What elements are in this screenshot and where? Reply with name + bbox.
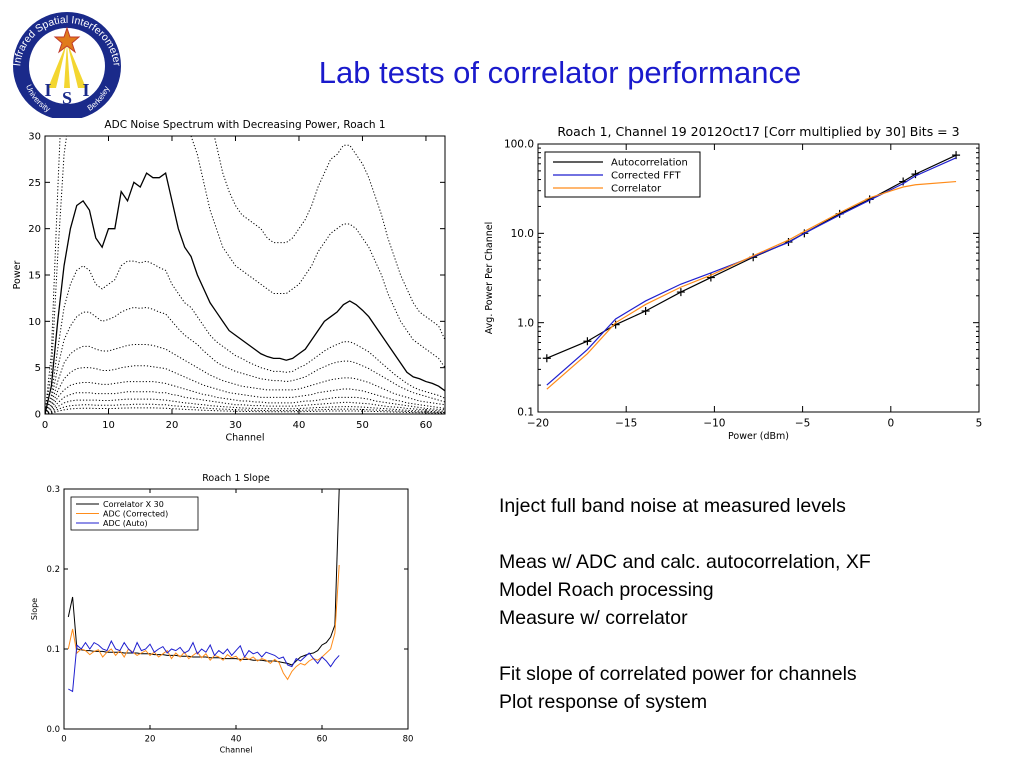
y-tick-label: 0.2 bbox=[46, 565, 60, 575]
y-tick-label: 30 bbox=[28, 132, 41, 143]
legend-label: Correlator bbox=[611, 184, 662, 195]
x-axis-label: Power (dBm) bbox=[728, 431, 789, 442]
x-tick-label: 60 bbox=[420, 420, 433, 431]
legend-box bbox=[70, 496, 199, 531]
y-tick-label: 10.0 bbox=[511, 228, 534, 240]
y-tick-label: 25 bbox=[28, 178, 41, 189]
x-tick-label: 5 bbox=[976, 418, 983, 430]
y-tick-label: 5 bbox=[35, 363, 41, 374]
y-axis-label: Slope bbox=[30, 598, 39, 620]
y-tick-label: 0.1 bbox=[517, 407, 534, 419]
chart-title: Roach 1, Channel 19 2012Oct17 [Corr mult… bbox=[557, 124, 959, 139]
chart-title: ADC Noise Spectrum with Decreasing Power… bbox=[104, 119, 385, 131]
series-line-corrected-fft bbox=[546, 157, 957, 386]
y-axis-label: Power bbox=[12, 261, 23, 290]
x-tick-label: 40 bbox=[231, 735, 242, 745]
x-tick-label: −10 bbox=[703, 418, 725, 430]
note-line: Fit slope of correlated power for channe… bbox=[499, 663, 857, 685]
spectrum-line-dotted bbox=[45, 403, 445, 414]
x-tick-label: 0 bbox=[42, 420, 48, 431]
x-tick-label: 20 bbox=[166, 420, 179, 431]
note-line: Meas w/ ADC and calc. autocorrelation, X… bbox=[499, 551, 871, 573]
logo-letter-3: I bbox=[82, 80, 89, 100]
spectrum-line-dotted bbox=[45, 136, 445, 414]
series-line-adc-corrected- bbox=[67, 564, 340, 681]
logo-letter-2: S bbox=[62, 88, 72, 108]
spectrum-line-dotted bbox=[45, 260, 445, 414]
legend-label: ADC (Corrected) bbox=[103, 510, 168, 519]
y-axis-label: Avg. Power Per Channel bbox=[484, 222, 495, 335]
y-tick-label: 1.0 bbox=[517, 317, 534, 329]
isi-logo: Infrared Spatial Interferometer Universi… bbox=[11, 12, 123, 118]
adc-noise-spectrum-chart: ADC Noise Spectrum with Decreasing Power… bbox=[12, 119, 446, 444]
series-line-adc-auto- bbox=[68, 639, 340, 693]
y-tick-label: 20 bbox=[28, 224, 41, 235]
logo-star-icon bbox=[53, 26, 81, 54]
logo-beams-icon bbox=[48, 42, 86, 88]
note-line: Plot response of system bbox=[499, 691, 708, 713]
y-tick-label: 10 bbox=[28, 317, 41, 328]
legend-label: Corrected FFT bbox=[611, 171, 682, 182]
spectrum-line-dotted bbox=[45, 344, 445, 414]
logo-letter-1: I bbox=[44, 80, 51, 100]
y-tick-label: 100.0 bbox=[504, 139, 534, 151]
x-tick-label: 0 bbox=[61, 735, 66, 745]
x-tick-label: 20 bbox=[145, 735, 156, 745]
x-tick-label: −20 bbox=[527, 418, 549, 430]
spectrum-line-dotted bbox=[45, 381, 445, 414]
y-tick-label: 0.1 bbox=[46, 645, 60, 655]
x-tick-label: −5 bbox=[795, 418, 810, 430]
legend-label: Correlator X 30 bbox=[103, 500, 164, 509]
y-tick-label: 0.0 bbox=[46, 725, 60, 735]
note-line: Model Roach processing bbox=[499, 579, 714, 601]
notes-text: Inject full band noise at measured level… bbox=[499, 492, 999, 716]
plot-frame bbox=[537, 143, 980, 413]
data-point-plus bbox=[676, 288, 685, 297]
x-tick-label: 50 bbox=[356, 420, 369, 431]
spectrum-line-dotted bbox=[45, 407, 445, 414]
plot-frame bbox=[44, 135, 446, 415]
legend-label: ADC (Auto) bbox=[103, 519, 148, 528]
note-line: Measure w/ correlator bbox=[499, 607, 688, 629]
x-tick-label: 30 bbox=[229, 420, 242, 431]
y-tick-label: 0.3 bbox=[46, 485, 60, 495]
x-axis-label: Channel bbox=[225, 433, 264, 444]
x-axis-label: Channel bbox=[220, 746, 253, 755]
x-tick-label: 40 bbox=[293, 420, 306, 431]
power-response-chart: Roach 1, Channel 19 2012Oct17 [Corr mult… bbox=[484, 124, 983, 442]
spectrum-line-dotted bbox=[45, 306, 445, 414]
note-line: Inject full band noise at measured level… bbox=[499, 495, 846, 517]
data-point-plus bbox=[542, 354, 551, 363]
chart-title: Roach 1 Slope bbox=[202, 473, 270, 484]
legend-label: Autocorrelation bbox=[611, 158, 688, 169]
spectrum-line-dotted bbox=[45, 365, 445, 414]
page-title: Lab tests of correlator performance bbox=[318, 55, 802, 90]
spectrum-line-dotted bbox=[45, 391, 445, 414]
data-point-plus bbox=[952, 151, 961, 160]
note-line bbox=[499, 520, 999, 548]
spectrum-line-dotted bbox=[45, 136, 445, 414]
y-tick-label: 15 bbox=[28, 271, 41, 282]
x-tick-label: 10 bbox=[102, 420, 115, 431]
slope-chart: Roach 1 Slope 0 20 40 60 80 0.0 0.1 0.2 0.3 Channe… bbox=[30, 473, 414, 755]
legend: Autocorrelation Corrected FFT Correlator bbox=[544, 151, 701, 198]
series-line-correlator bbox=[546, 180, 957, 390]
x-tick-label: 80 bbox=[403, 735, 414, 745]
y-tick-label: 0 bbox=[35, 410, 41, 421]
spectrum-line-solid bbox=[45, 171, 445, 414]
note-line bbox=[499, 632, 999, 660]
x-tick-label: 60 bbox=[317, 735, 328, 745]
data-point-plus bbox=[641, 307, 650, 316]
data-point-plus bbox=[583, 337, 592, 346]
x-tick-label: −15 bbox=[615, 418, 637, 430]
x-tick-label: 0 bbox=[887, 418, 894, 430]
